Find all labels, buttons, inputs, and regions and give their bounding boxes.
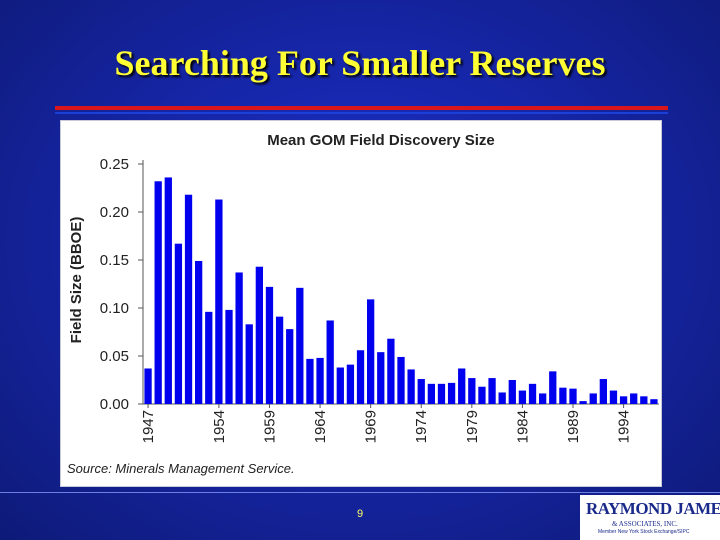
bar-1952 [195,260,203,404]
bar-1962 [296,287,304,404]
y-tick-label: 0.05 [100,348,129,365]
bar-1983 [508,380,516,404]
bar-1975 [427,383,435,404]
bar-1991 [589,393,597,404]
y-axis-label: Field Size (BBOE) [68,217,85,344]
bar-1990 [579,401,587,404]
bar-1965 [326,320,334,404]
slide-title: Searching For Smaller Reserves [114,43,606,83]
x-tick-label: 1989 [565,410,582,443]
logo-name: RAYMOND JAMES [586,499,720,518]
x-tick-label: 1979 [464,410,481,443]
x-tick-label: 1969 [363,410,380,443]
bar-1988 [559,387,567,404]
bar-1987 [549,371,557,404]
bar-1958 [255,266,263,404]
bar-1951 [184,194,193,404]
bar-1981 [488,378,496,404]
title-underline-red [55,106,668,110]
bar-1993 [609,390,618,404]
bar-1957 [245,324,253,404]
y-tick-label: 0.15 [100,252,129,269]
bar-1960 [275,316,284,404]
y-tick-label: 0.10 [100,300,129,317]
chart-title: Mean GOM Field Discovery Size [267,132,495,149]
bar-1970 [377,352,385,404]
bar-1992 [599,379,607,404]
bar-1950 [174,243,183,404]
bar-1978 [458,368,466,404]
bar-1996 [640,396,648,404]
y-tick-label: 0.20 [100,204,129,221]
x-tick-label: 1984 [514,410,531,443]
bar-chart: Mean GOM Field Discovery Size Field Size … [67,132,659,476]
logo-tagline: Member New York Stock Exchange/SIPC [598,529,690,535]
bar-1953 [205,311,213,404]
source-note: Source: Minerals Management Service. [67,461,295,476]
bar-1956 [235,272,243,404]
bar-1964 [316,357,324,404]
bar-1966 [336,367,344,404]
bar-1948 [154,181,162,404]
bar-1954 [215,199,223,404]
bar-1947 [144,368,152,404]
x-tick-label: 1947 [140,410,157,443]
bar-1985 [528,383,537,404]
logo-sub: & ASSOCIATES, INC. [612,520,678,528]
title-underline-blue [55,112,668,114]
x-tick-label: 1959 [261,410,278,443]
bar-1984 [518,390,527,404]
bar-1994 [619,396,628,404]
bar-1955 [225,309,233,404]
bar-1982 [498,392,506,404]
page-number: 9 [356,508,364,520]
bar-1973 [407,369,415,404]
bar-1974 [417,379,425,404]
bar-1959 [265,286,274,404]
bar-1986 [539,393,547,404]
x-tick-label: 1954 [211,410,228,443]
bar-1976 [437,383,446,404]
bar-1963 [306,358,314,404]
bar-1977 [447,382,456,404]
x-tick-label: 1974 [413,410,430,443]
bar-1967 [346,364,355,404]
raymond-james-logo: RAYMOND JAMES & ASSOCIATES, INC. Member … [580,495,720,540]
bar-1989 [569,388,577,404]
y-tick-label: 0.00 [100,396,129,413]
y-tick-label: 0.25 [100,156,129,173]
bar-1995 [630,393,638,404]
chart-panel: Mean GOM Field Discovery Size Field Size … [60,120,662,487]
bar-1997 [650,399,658,404]
bar-1949 [164,177,172,404]
bar-1969 [367,299,375,404]
x-tick-label: 1994 [616,410,633,443]
bar-1979 [468,378,476,404]
bar-1968 [356,350,365,404]
footer-divider [0,492,720,493]
bar-1971 [387,338,395,404]
bar-1980 [478,386,486,404]
bar-1972 [397,356,405,404]
bar-1961 [286,329,294,404]
x-tick-label: 1964 [312,410,329,443]
